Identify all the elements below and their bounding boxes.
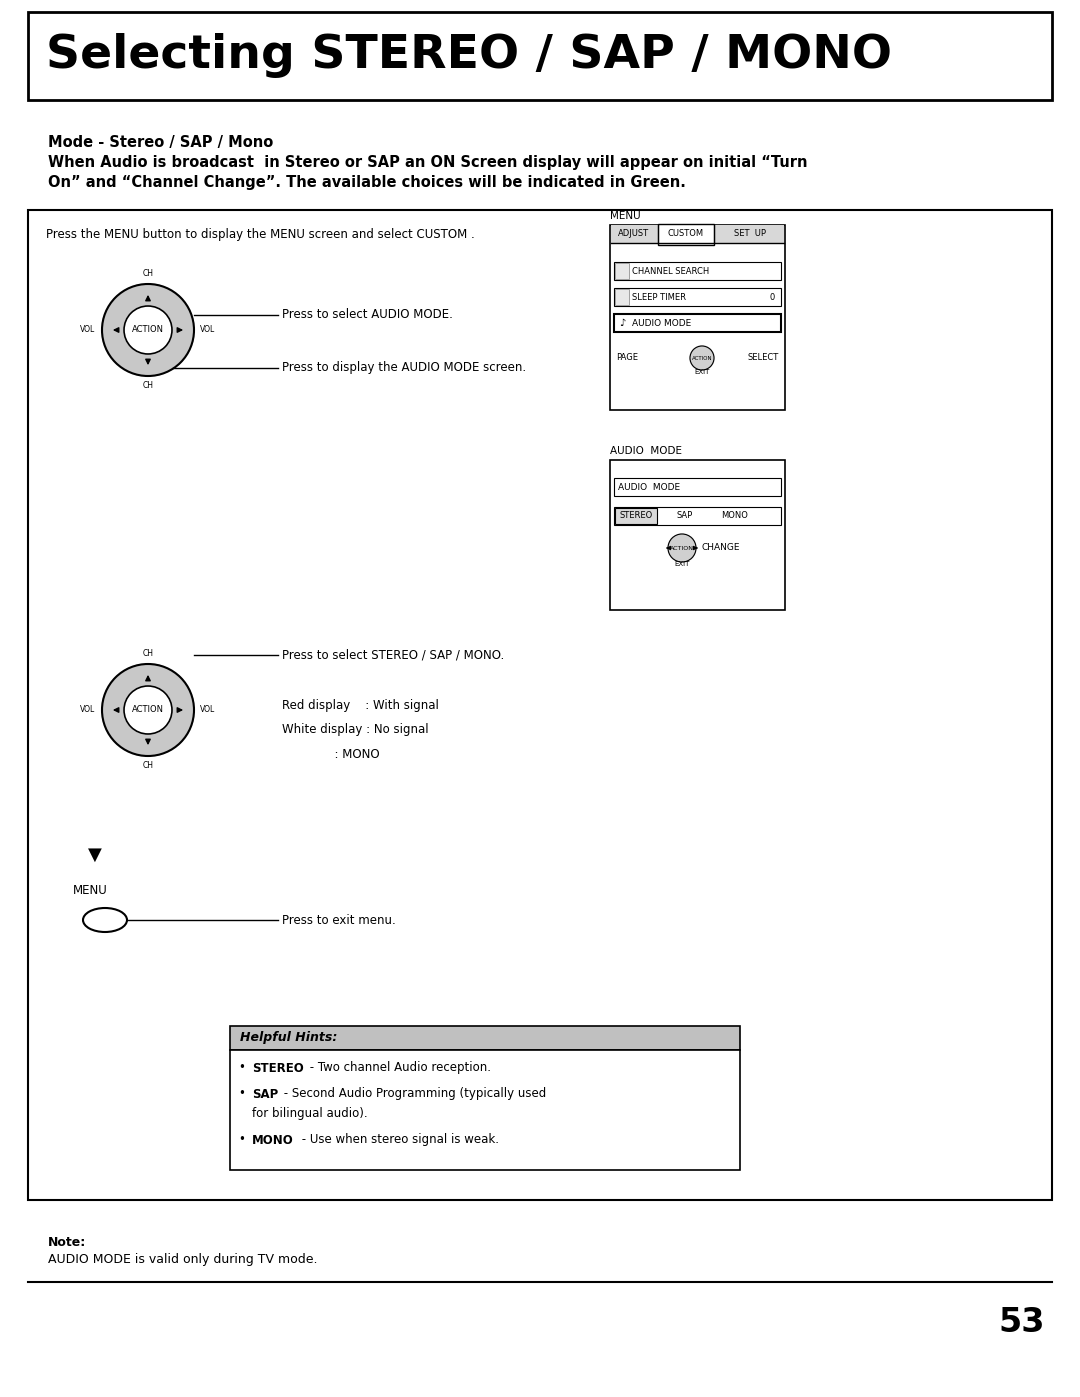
Text: ▼: ▼ (89, 847, 102, 863)
Text: CH: CH (143, 270, 153, 278)
Text: STEREO: STEREO (619, 511, 652, 521)
Text: SAP: SAP (677, 511, 693, 521)
FancyBboxPatch shape (615, 263, 629, 279)
Text: - Two channel Audio reception.: - Two channel Audio reception. (306, 1062, 491, 1074)
Text: SLEEP TIMER: SLEEP TIMER (632, 292, 686, 302)
FancyBboxPatch shape (610, 225, 785, 409)
Text: ACTION: ACTION (691, 355, 713, 360)
Text: •: • (238, 1062, 245, 1074)
FancyBboxPatch shape (28, 13, 1052, 101)
FancyBboxPatch shape (615, 314, 781, 332)
Text: SELECT: SELECT (747, 353, 779, 362)
Text: CH: CH (143, 650, 153, 658)
Text: CH: CH (143, 761, 153, 771)
Text: for bilingual audio).: for bilingual audio). (252, 1108, 367, 1120)
FancyBboxPatch shape (615, 288, 781, 306)
Text: 53: 53 (999, 1306, 1045, 1338)
Text: ACTION: ACTION (132, 326, 164, 334)
Text: Press to exit menu.: Press to exit menu. (282, 914, 395, 926)
Text: STEREO: STEREO (252, 1062, 303, 1074)
Text: CHANNEL SEARCH: CHANNEL SEARCH (632, 267, 710, 275)
Text: Note:: Note: (48, 1235, 86, 1249)
FancyBboxPatch shape (658, 224, 714, 244)
Text: MONO: MONO (721, 511, 748, 521)
Text: Press to select STEREO / SAP / MONO.: Press to select STEREO / SAP / MONO. (282, 648, 504, 662)
Text: 0: 0 (770, 292, 775, 302)
Text: SET  UP: SET UP (734, 229, 766, 239)
Text: VOL: VOL (201, 705, 216, 714)
Text: VOL: VOL (201, 326, 216, 334)
Text: ♪: ♪ (619, 319, 625, 328)
Text: Mode - Stereo / SAP / Mono: Mode - Stereo / SAP / Mono (48, 136, 273, 149)
FancyBboxPatch shape (615, 507, 781, 525)
Text: •: • (238, 1133, 245, 1147)
FancyBboxPatch shape (230, 1025, 740, 1051)
Text: AUDIO  MODE: AUDIO MODE (618, 482, 680, 492)
Text: SAP: SAP (252, 1087, 279, 1101)
Text: White display : No signal: White display : No signal (282, 724, 429, 736)
Text: ADJUST: ADJUST (619, 229, 649, 239)
Text: Selecting STEREO / SAP / MONO: Selecting STEREO / SAP / MONO (46, 34, 892, 78)
Circle shape (102, 284, 194, 376)
Text: Red display    : With signal: Red display : With signal (282, 698, 438, 711)
Text: : MONO: : MONO (282, 749, 380, 761)
Circle shape (669, 534, 696, 562)
FancyBboxPatch shape (615, 478, 781, 496)
Text: •: • (238, 1087, 245, 1101)
Circle shape (690, 346, 714, 370)
Text: MONO: MONO (252, 1133, 294, 1147)
Text: Press to display the AUDIO MODE screen.: Press to display the AUDIO MODE screen. (282, 362, 526, 374)
FancyBboxPatch shape (615, 289, 629, 305)
FancyBboxPatch shape (611, 225, 784, 243)
Text: AUDIO MODE: AUDIO MODE (632, 319, 691, 327)
Text: EXIT: EXIT (674, 562, 690, 567)
Circle shape (124, 686, 172, 733)
Circle shape (124, 306, 172, 353)
Text: VOL: VOL (80, 326, 96, 334)
Text: CUSTOM: CUSTOM (667, 229, 704, 239)
FancyBboxPatch shape (230, 1051, 740, 1171)
Circle shape (102, 664, 194, 756)
Text: MENU: MENU (610, 211, 640, 221)
Text: MENU: MENU (72, 883, 107, 897)
Text: Helpful Hints:: Helpful Hints: (240, 1031, 337, 1045)
Text: Press the MENU button to display the MENU screen and select CUSTOM .: Press the MENU button to display the MEN… (46, 228, 475, 242)
Text: AUDIO MODE is valid only during TV mode.: AUDIO MODE is valid only during TV mode. (48, 1253, 318, 1267)
FancyBboxPatch shape (610, 460, 785, 610)
FancyBboxPatch shape (615, 509, 657, 524)
Text: - Use when stereo signal is weak.: - Use when stereo signal is weak. (298, 1133, 499, 1147)
Text: PAGE: PAGE (616, 353, 638, 362)
Text: AUDIO  MODE: AUDIO MODE (610, 446, 681, 455)
Text: On” and “Channel Change”. The available choices will be indicated in Green.: On” and “Channel Change”. The available … (48, 175, 686, 190)
Text: ACTION: ACTION (132, 705, 164, 714)
Text: EXIT: EXIT (694, 369, 710, 374)
Text: VOL: VOL (80, 705, 96, 714)
Text: Press to select AUDIO MODE.: Press to select AUDIO MODE. (282, 309, 453, 321)
FancyBboxPatch shape (28, 210, 1052, 1200)
Text: CHANGE: CHANGE (702, 543, 741, 552)
FancyBboxPatch shape (615, 263, 781, 279)
Ellipse shape (83, 908, 127, 932)
Text: - Second Audio Programming (typically used: - Second Audio Programming (typically us… (280, 1087, 546, 1101)
Text: ACTION: ACTION (670, 545, 694, 550)
Text: CH: CH (143, 381, 153, 391)
Text: When Audio is broadcast  in Stereo or SAP an ON Screen display will appear on in: When Audio is broadcast in Stereo or SAP… (48, 155, 808, 170)
